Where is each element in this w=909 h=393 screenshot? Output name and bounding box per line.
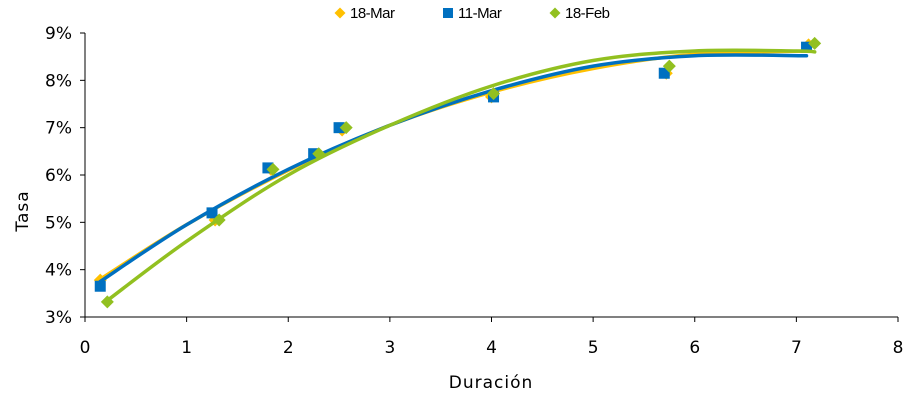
legend-label: 11-Mar [458,5,502,22]
legend: 18-Mar 11-Mar 18-Feb [334,5,610,22]
legend-label: 18-Feb [565,5,610,22]
legend-item: 11-Mar [443,5,502,22]
trend-line [105,48,817,303]
data-point [658,67,670,79]
series-18-feb [100,36,822,309]
series-11-mar [94,41,813,292]
data-point [206,207,218,219]
x-tick-label: 7 [791,338,802,358]
legend-swatch [549,7,561,19]
data-point [94,280,106,292]
y-tick-label: 6% [45,166,72,186]
x-tick-label: 6 [689,338,700,358]
data-point [262,162,274,174]
x-tick-label: 1 [181,338,192,358]
data-point [339,121,353,135]
x-tick-label: 2 [283,338,294,358]
legend-item: 18-Feb [549,5,610,22]
trend-line [98,53,809,284]
x-tick-label: 0 [80,338,91,358]
legend-label: 18-Mar [350,5,395,22]
legend-swatch [334,7,346,19]
y-tick-label: 7% [45,119,72,139]
trend-line [98,49,809,281]
legend-item: 18-Mar [334,5,396,22]
data-point [333,122,345,134]
y-tick-label: 4% [45,261,72,281]
axes: 3% 4% 5% 6% 7% 8% 9% 0 1 2 3 4 5 6 7 8 [45,24,903,358]
y-tick-label: 9% [45,24,72,44]
plot-area [93,36,822,309]
data-point [808,36,822,50]
x-axis-title: Duración [449,373,534,393]
data-point [801,41,813,53]
x-tick-label: 8 [893,338,904,358]
x-tick-label: 5 [588,338,599,358]
series-18-mar [93,38,816,287]
data-point [662,59,676,73]
data-point [266,162,280,176]
x-tick-label: 3 [384,338,395,358]
y-tick-label: 5% [45,213,72,233]
legend-swatch [443,8,453,18]
y-axis-title: Tasa [13,190,33,232]
y-tick-label: 8% [45,71,72,91]
data-point [487,87,501,101]
y-tick-label: 3% [45,308,72,328]
x-tick-label: 4 [486,338,497,358]
